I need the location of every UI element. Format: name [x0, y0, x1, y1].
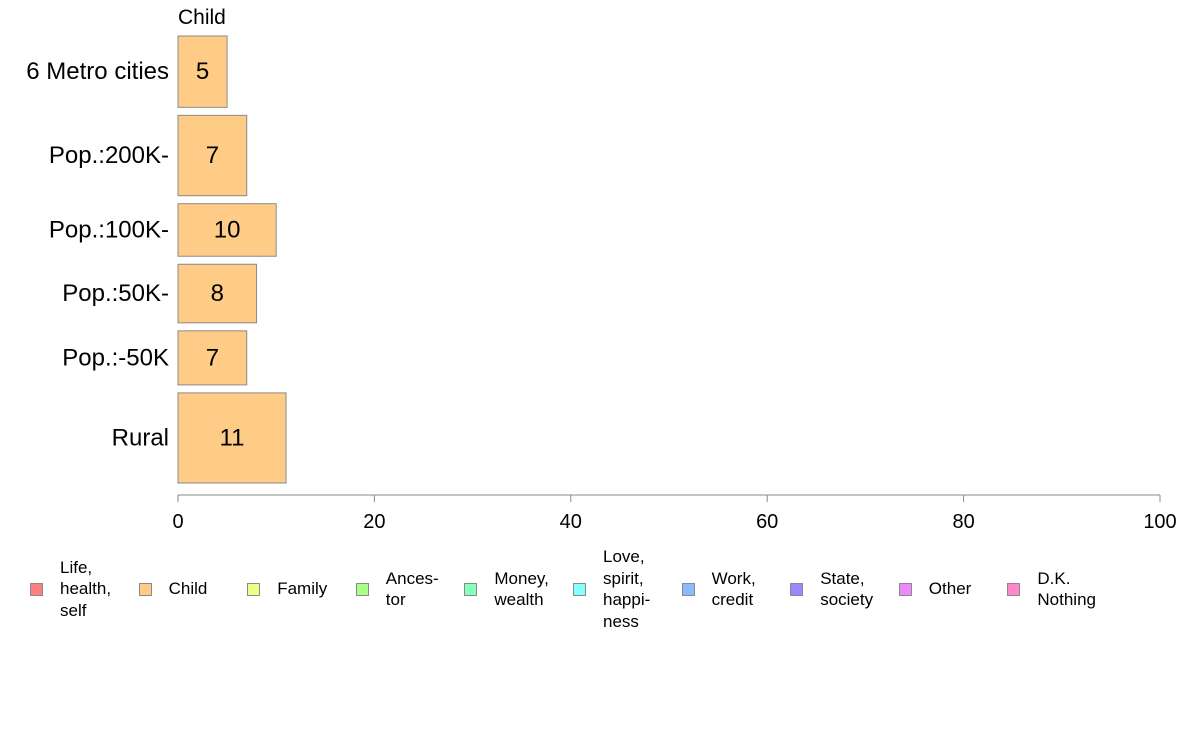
panel-title: Child [178, 6, 226, 29]
legend-label: Money, wealth [494, 568, 549, 610]
legend-label: Family [277, 579, 328, 599]
category-label: Pop.:-50K [62, 344, 169, 371]
x-tick-label: 100 [1143, 511, 1176, 533]
bar-value-label: 5 [196, 58, 209, 85]
legend-item: Money, wealth [464, 544, 549, 634]
legend-label: D.K. Nothing [1037, 568, 1096, 610]
bar-chart: Child 6 Metro cities 5 Pop.:200K- 7 Pop.:100… [26, 6, 1177, 533]
legend-label: Other [928, 579, 972, 599]
legend-item: Work, credit [681, 544, 756, 634]
legend-swatch [30, 582, 43, 596]
legend-item: Life, health, self [30, 544, 111, 634]
legend-label: Ances- tor [385, 568, 439, 610]
bar-value-label: 8 [211, 280, 224, 307]
legend-swatch [681, 582, 695, 596]
legend-item: Ances- tor [355, 544, 439, 634]
legend-label: State, society [820, 568, 874, 610]
bar [177, 114, 248, 197]
category-label: Pop.:200K- [49, 142, 169, 169]
legend-swatch [898, 582, 912, 596]
legend-item: State, society [790, 544, 873, 634]
x-axis: 0 20 40 60 80 100 [172, 494, 1177, 533]
legend-swatch [464, 582, 478, 596]
bar-value-label: 7 [206, 142, 219, 169]
legend-swatch [790, 582, 804, 596]
bar-value-label: 10 [214, 216, 241, 243]
bar [177, 263, 258, 324]
category-label: 6 Metro cities [26, 58, 169, 85]
legend-label: Life, health, self [60, 557, 112, 620]
x-tick-label: 20 [363, 511, 385, 533]
legend-swatch [355, 582, 369, 596]
legend-label: Child [168, 579, 208, 599]
legend-item: Child [138, 544, 208, 634]
bars-group: 6 Metro cities 5 Pop.:200K- 7 Pop.:100K- 10 Po… [26, 35, 287, 484]
bar [177, 330, 248, 386]
category-label: Rural [112, 424, 169, 451]
x-tick-label: 60 [756, 511, 778, 533]
legend-item: Other [898, 544, 972, 634]
legend-swatch [247, 582, 261, 596]
bar [177, 392, 287, 484]
x-tick-label: 40 [560, 511, 582, 533]
bar [177, 203, 277, 257]
legend-item: D.K. Nothing [1007, 544, 1096, 634]
bar-value-label: 7 [206, 344, 219, 371]
bar [177, 35, 228, 108]
bar-value-label: 11 [220, 424, 245, 451]
x-tick-label: 0 [172, 511, 183, 533]
category-label: Pop.:100K- [49, 216, 169, 243]
legend-swatch [1007, 582, 1021, 596]
legend-item: Love, spirit, happi- ness [573, 544, 650, 634]
category-label: Pop.:50K- [62, 280, 169, 307]
legend-swatch [573, 582, 586, 596]
legend: Life, health, self Child Family Ances- tor M… [30, 544, 1170, 634]
legend-item: Family [247, 544, 327, 634]
legend-label: Love, spirit, happi- ness [603, 547, 651, 631]
legend-label: Work, credit [711, 568, 756, 610]
legend-swatch [138, 582, 152, 596]
x-tick-label: 80 [952, 511, 974, 533]
